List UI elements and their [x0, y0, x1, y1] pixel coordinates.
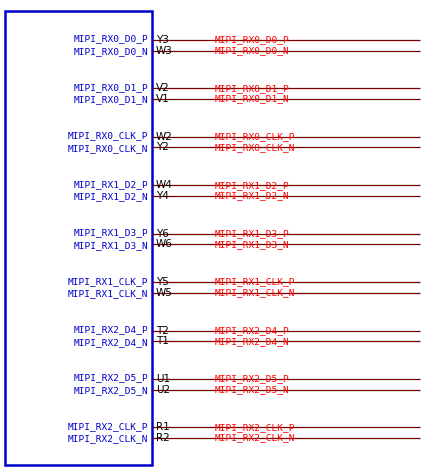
Text: MIPI_RX1_CLK_N: MIPI_RX1_CLK_N: [215, 288, 296, 297]
Text: MIPI_RX2_D4_N: MIPI_RX2_D4_N: [73, 338, 148, 347]
Text: T2: T2: [156, 325, 169, 335]
Text: MIPI_RX0_D1_N: MIPI_RX0_D1_N: [73, 96, 148, 105]
Text: MIPI_RX1_D3_N: MIPI_RX1_D3_N: [215, 240, 290, 249]
Text: MIPI_RX1_D3_P: MIPI_RX1_D3_P: [73, 228, 148, 237]
Text: R1: R1: [156, 422, 170, 432]
Text: MIPI_RX2_D4_P: MIPI_RX2_D4_P: [73, 325, 148, 334]
Text: MIPI_RX0_D1_P: MIPI_RX0_D1_P: [215, 84, 290, 93]
Text: W6: W6: [156, 239, 173, 249]
Text: Y3: Y3: [156, 35, 169, 45]
Text: MIPI_RX1_D2_P: MIPI_RX1_D2_P: [73, 180, 148, 189]
Text: MIPI_RX0_D0_N: MIPI_RX0_D0_N: [73, 47, 148, 56]
Text: MIPI_RX0_CLK_N: MIPI_RX0_CLK_N: [215, 143, 296, 152]
Text: V2: V2: [156, 83, 170, 93]
Text: R2: R2: [156, 433, 170, 443]
Text: Y5: Y5: [156, 277, 169, 287]
Text: MIPI_RX1_CLK_P: MIPI_RX1_CLK_P: [215, 278, 296, 287]
Text: MIPI_RX0_CLK_P: MIPI_RX0_CLK_P: [67, 131, 148, 140]
Text: MIPI_RX0_D0_N: MIPI_RX0_D0_N: [215, 46, 290, 55]
Text: U2: U2: [156, 385, 170, 394]
Text: MIPI_RX0_D0_P: MIPI_RX0_D0_P: [73, 35, 148, 44]
Text: W3: W3: [156, 45, 173, 55]
Text: MIPI_RX1_CLK_P: MIPI_RX1_CLK_P: [67, 277, 148, 286]
Text: W5: W5: [156, 288, 173, 298]
Text: MIPI_RX0_D1_P: MIPI_RX0_D1_P: [73, 83, 148, 92]
Text: W4: W4: [156, 180, 173, 190]
Text: MIPI_RX2_CLK_P: MIPI_RX2_CLK_P: [215, 423, 296, 432]
Text: MIPI_RX1_D2_N: MIPI_RX1_D2_N: [73, 193, 148, 201]
Text: MIPI_RX2_D5_P: MIPI_RX2_D5_P: [215, 375, 290, 384]
Text: MIPI_RX0_CLK_P: MIPI_RX0_CLK_P: [215, 132, 296, 141]
Text: MIPI_RX0_CLK_N: MIPI_RX0_CLK_N: [67, 144, 148, 153]
Text: T1: T1: [156, 336, 169, 346]
Text: MIPI_RX2_D5_N: MIPI_RX2_D5_N: [215, 385, 290, 394]
Text: Y4: Y4: [156, 191, 169, 201]
Text: MIPI_RX2_CLK_N: MIPI_RX2_CLK_N: [215, 434, 296, 443]
Text: Y6: Y6: [156, 228, 169, 239]
Text: MIPI_RX1_D2_N: MIPI_RX1_D2_N: [215, 192, 290, 201]
Text: MIPI_RX2_CLK_N: MIPI_RX2_CLK_N: [67, 435, 148, 444]
Text: Y2: Y2: [156, 142, 169, 152]
Bar: [5, 11, 152, 465]
Text: V1: V1: [156, 94, 170, 104]
Text: MIPI_RX1_D2_P: MIPI_RX1_D2_P: [215, 181, 290, 190]
Text: MIPI_RX2_D4_P: MIPI_RX2_D4_P: [215, 326, 290, 335]
Text: W2: W2: [156, 132, 173, 142]
Text: U1: U1: [156, 374, 170, 384]
Text: MIPI_RX2_D5_P: MIPI_RX2_D5_P: [73, 374, 148, 383]
Text: MIPI_RX0_D1_N: MIPI_RX0_D1_N: [215, 95, 290, 104]
Text: MIPI_RX2_D5_N: MIPI_RX2_D5_N: [73, 386, 148, 395]
Text: MIPI_RX2_CLK_P: MIPI_RX2_CLK_P: [67, 422, 148, 431]
Text: MIPI_RX1_D3_N: MIPI_RX1_D3_N: [73, 241, 148, 250]
Text: MIPI_RX0_D0_P: MIPI_RX0_D0_P: [215, 35, 290, 44]
Text: MIPI_RX1_CLK_N: MIPI_RX1_CLK_N: [67, 289, 148, 298]
Text: MIPI_RX2_D4_N: MIPI_RX2_D4_N: [215, 337, 290, 346]
Text: MIPI_RX1_D3_P: MIPI_RX1_D3_P: [215, 229, 290, 238]
